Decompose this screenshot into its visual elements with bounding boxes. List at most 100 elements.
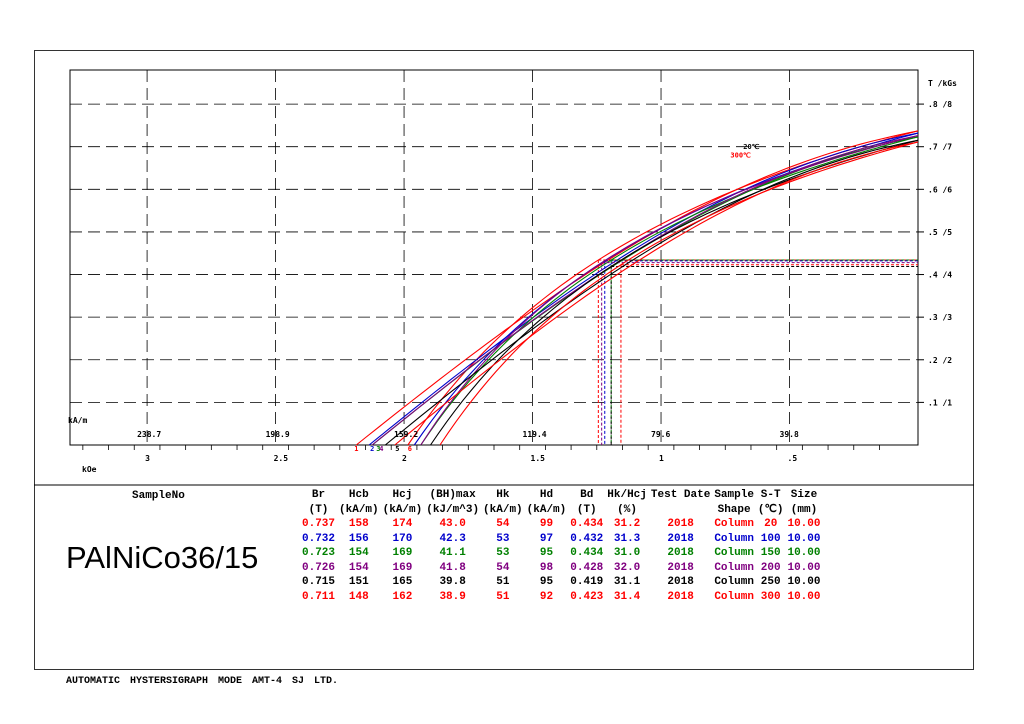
x-bottom-tick-label: .5 <box>788 454 798 463</box>
column-unit: (kJ/m^3) <box>426 503 480 516</box>
table-row: 0.732 156 170 42.3 53 97 0.432 31.3 2018 Column 10… <box>300 532 823 547</box>
table-cell: 0.432 <box>570 532 604 545</box>
table-cell: 95 <box>539 576 554 588</box>
curve-5 <box>430 139 919 446</box>
column-unit: (kA/m) <box>382 503 423 516</box>
table-cell: 170 <box>392 532 413 545</box>
y-tick-label: .7 /7 <box>928 143 952 152</box>
intrinsic-curve-6 <box>394 141 919 446</box>
curve-3 <box>420 136 919 446</box>
table-cell: 0.434 <box>570 547 604 559</box>
table-cell: 53 <box>496 532 510 545</box>
demagnetization-chart: .1 /1 .2 /2 .3 /3 .4 /4 .5 /5 .6 /6 .7 /7 .8 /8… <box>34 69 974 486</box>
table-cell: 10.00 <box>787 532 821 545</box>
curve-marker-6: 6 <box>408 445 412 453</box>
intrinsic-curve-1 <box>355 130 919 446</box>
table-cell: 2018 <box>667 590 694 603</box>
table-cell: Column <box>714 590 754 603</box>
y-axis-label: T /kGs <box>928 79 957 88</box>
table-cell: 154 <box>348 561 369 574</box>
table-cell: 0.726 <box>302 561 336 574</box>
table-cell: 95 <box>539 547 554 559</box>
table-cell: 200 <box>760 561 781 574</box>
table-cell: 169 <box>392 561 413 574</box>
table-cell: 10.00 <box>787 518 821 530</box>
y-tick-label: .1 /1 <box>928 398 952 407</box>
x-top-tick-label: 119.4 <box>523 430 547 439</box>
curve-4 <box>420 135 919 446</box>
table-cell: 31.3 <box>613 532 641 545</box>
table-cell: 0.715 <box>302 576 336 588</box>
plot-area <box>69 69 919 446</box>
x-bottom-axis-label: kOe <box>82 465 97 474</box>
column-header: Size <box>790 489 818 501</box>
sample-no-label: SampleNo <box>132 490 185 502</box>
column-header: Bd <box>580 489 594 501</box>
table-cell: 54 <box>496 561 510 574</box>
table-row: 0.711 148 162 38.9 51 92 0.423 31.4 2018 Column 30… <box>300 590 823 605</box>
x-bottom-tick-label: 3 <box>145 454 150 463</box>
column-header: Br <box>311 489 326 501</box>
table-header-row: Br Hcb Hcj (BH)max Hk Hd Bd Hk/Hcj Test Date Samp… <box>300 488 823 503</box>
x-top-tick-label: 198.9 <box>266 430 290 439</box>
curve-marker-4: 4 <box>379 445 383 453</box>
column-unit: Shape <box>717 503 751 516</box>
column-header: Sample <box>714 489 754 501</box>
table-cell: 20 <box>764 518 778 530</box>
y-tick-label: .4 /4 <box>928 271 952 280</box>
curve-2 <box>413 132 919 446</box>
curve-1 <box>407 130 919 446</box>
table-cell: 41.1 <box>439 547 466 559</box>
table-cell: Column <box>714 547 754 559</box>
table-cell: 54 <box>496 518 510 530</box>
table-cell: 10.00 <box>787 590 821 603</box>
column-header: (BH)max <box>429 489 476 501</box>
table-cell: 165 <box>392 576 413 588</box>
x-top-tick-label: 39.8 <box>780 430 799 439</box>
table-row: 0.737 158 174 43.0 54 99 0.434 31.2 2018 Column 20… <box>300 517 823 532</box>
table-cell: 100 <box>760 532 781 545</box>
y-tick-label: .3 /3 <box>928 313 952 322</box>
table-cell: 2018 <box>667 561 694 574</box>
table-cell: 31.1 <box>613 576 641 588</box>
table-cell: 39.8 <box>439 576 466 588</box>
table-cell: 169 <box>392 547 413 559</box>
table-cell: 0.428 <box>570 561 604 574</box>
table-cell: 151 <box>348 576 369 588</box>
table-unit-row: (T) (kA/m) (kA/m) (kJ/m^3) (kA/m) (kA/m) (T) (%… <box>300 503 823 518</box>
x-bottom-tick-label: 1 <box>659 454 664 463</box>
table-row: 0.715 151 165 39.8 51 95 0.419 31.1 2018 Column 25… <box>300 575 823 590</box>
column-header: Hk <box>496 489 510 501</box>
y-tick-label: .8 /8 <box>928 100 952 109</box>
table-row: 0.723 154 169 41.1 53 95 0.434 31.0 2018 Column 15… <box>300 546 823 561</box>
y-tick-label: .2 /2 <box>928 356 952 365</box>
curve-6 <box>439 141 919 446</box>
table-cell: 0.711 <box>302 590 336 603</box>
table-cell: 2018 <box>667 532 694 545</box>
table-cell: 0.737 <box>302 518 336 530</box>
table-cell: 150 <box>760 547 781 559</box>
table-cell: 2018 <box>667 576 694 588</box>
column-header: Test Date <box>650 489 711 501</box>
table-cell: 158 <box>348 518 369 530</box>
table-cell: 2018 <box>667 518 694 530</box>
column-unit: (kA/m) <box>526 503 567 516</box>
column-unit: (T) <box>308 503 329 516</box>
table-cell: 31.4 <box>613 590 641 603</box>
table-cell: 32.0 <box>613 561 641 574</box>
table-row: 0.726 154 169 41.8 54 98 0.428 32.0 2018 Column 20… <box>300 561 823 576</box>
table-cell: 97 <box>539 532 554 545</box>
column-unit: (T) <box>576 503 597 516</box>
table-cell: 41.8 <box>439 561 466 574</box>
table-cell: 174 <box>392 518 413 530</box>
curve-marker-5: 5 <box>395 445 399 453</box>
table-cell: 2018 <box>667 547 694 559</box>
column-unit: (kA/m) <box>339 503 379 516</box>
table-cell: 154 <box>348 547 369 559</box>
y-tick-label: .6 /6 <box>928 185 952 194</box>
column-unit: (%) <box>617 503 637 516</box>
column-header: Hd <box>539 489 554 501</box>
table-cell: 148 <box>348 590 369 603</box>
column-header: Hcb <box>348 489 369 501</box>
x-top-tick-label: 238.7 <box>137 430 161 439</box>
